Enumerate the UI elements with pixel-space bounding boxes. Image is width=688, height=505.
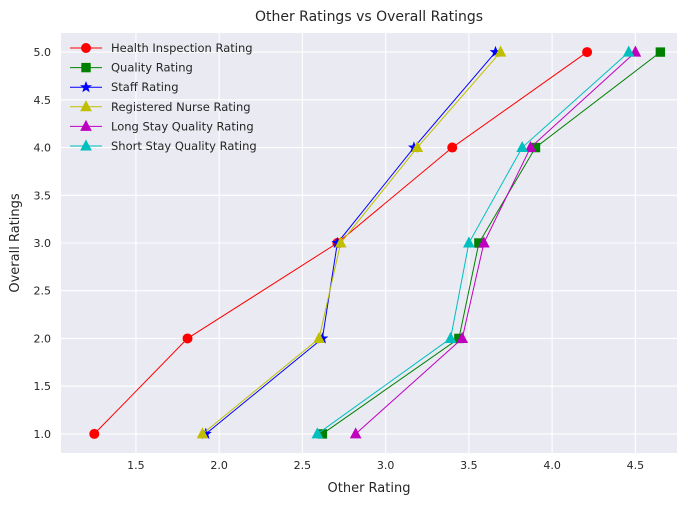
x-axis-ticks: 1.5 2.0 2.5 3.0 3.5 4.0 4.5 — [127, 459, 644, 472]
y-tick-label: 3.5 — [34, 189, 52, 202]
x-tick-label: 3.5 — [460, 459, 478, 472]
legend-item: Quality Rating — [70, 61, 193, 75]
legend-label: Quality Rating — [111, 61, 193, 75]
data-point — [334, 236, 347, 248]
x-tick-label: 1.5 — [127, 459, 145, 472]
series-4 — [196, 45, 507, 439]
y-tick-label: 1.0 — [34, 428, 52, 441]
data-point — [311, 427, 324, 439]
x-axis-title: Other Rating — [328, 481, 411, 496]
x-tick-label: 4.5 — [627, 459, 645, 472]
legend-marker — [80, 139, 92, 151]
y-tick-label: 2.0 — [34, 332, 52, 345]
data-point — [411, 140, 424, 153]
data-point — [182, 333, 193, 344]
data-point — [463, 236, 475, 248]
legend-item: Health Inspection Rating — [70, 41, 253, 55]
data-point — [349, 427, 362, 439]
grid-lines — [61, 33, 677, 453]
legend-label: Staff Rating — [111, 80, 179, 94]
data-point — [582, 47, 593, 58]
y-axis-ticks: 1.0 1.5 2.0 2.5 3.0 3.5 4.0 4.5 5.0 — [34, 46, 52, 441]
legend-marker — [81, 62, 91, 73]
y-tick-label: 2.5 — [34, 285, 52, 298]
x-tick-label: 3.0 — [377, 459, 395, 472]
legend-marker — [80, 100, 92, 112]
legend-marker — [81, 43, 91, 53]
data-point — [196, 427, 209, 439]
legend-label: Long Stay Quality Rating — [111, 119, 254, 133]
data-point — [444, 331, 457, 343]
data-point — [89, 428, 100, 439]
data-point — [524, 140, 537, 153]
chart-title: Other Ratings vs Overall Ratings — [255, 9, 483, 25]
legend-label: Registered Nurse Rating — [111, 100, 251, 114]
y-tick-label: 3.0 — [34, 237, 52, 250]
series-6 — [311, 45, 635, 439]
legend-marker — [80, 119, 92, 131]
y-axis-title: Overall Ratings — [8, 193, 23, 293]
data-point — [622, 45, 635, 57]
y-tick-label: 4.0 — [34, 142, 52, 155]
legend-label: Health Inspection Rating — [111, 41, 253, 55]
x-tick-label: 2.5 — [294, 459, 312, 472]
y-tick-label: 4.5 — [34, 94, 52, 107]
data-point — [478, 236, 490, 248]
legend-item: Long Stay Quality Rating — [70, 119, 254, 133]
y-tick-label: 5.0 — [34, 46, 52, 59]
data-point — [516, 140, 528, 153]
series-layer — [89, 45, 666, 439]
x-tick-label: 2.0 — [210, 459, 228, 472]
data-point — [313, 331, 325, 343]
legend-item: Short Stay Quality Rating — [70, 139, 257, 153]
data-point — [456, 331, 469, 343]
legend-item: Registered Nurse Rating — [70, 100, 251, 114]
x-tick-label: 4.0 — [543, 459, 561, 472]
y-tick-label: 1.5 — [34, 380, 52, 393]
legend-label: Short Stay Quality Rating — [111, 139, 257, 153]
data-point — [655, 47, 666, 57]
data-point — [494, 45, 507, 57]
legend-marker — [80, 80, 92, 93]
legend: Health Inspection Rating Quality Rating St… — [70, 41, 257, 153]
data-point — [447, 142, 458, 153]
legend-item: Staff Rating — [70, 80, 179, 94]
